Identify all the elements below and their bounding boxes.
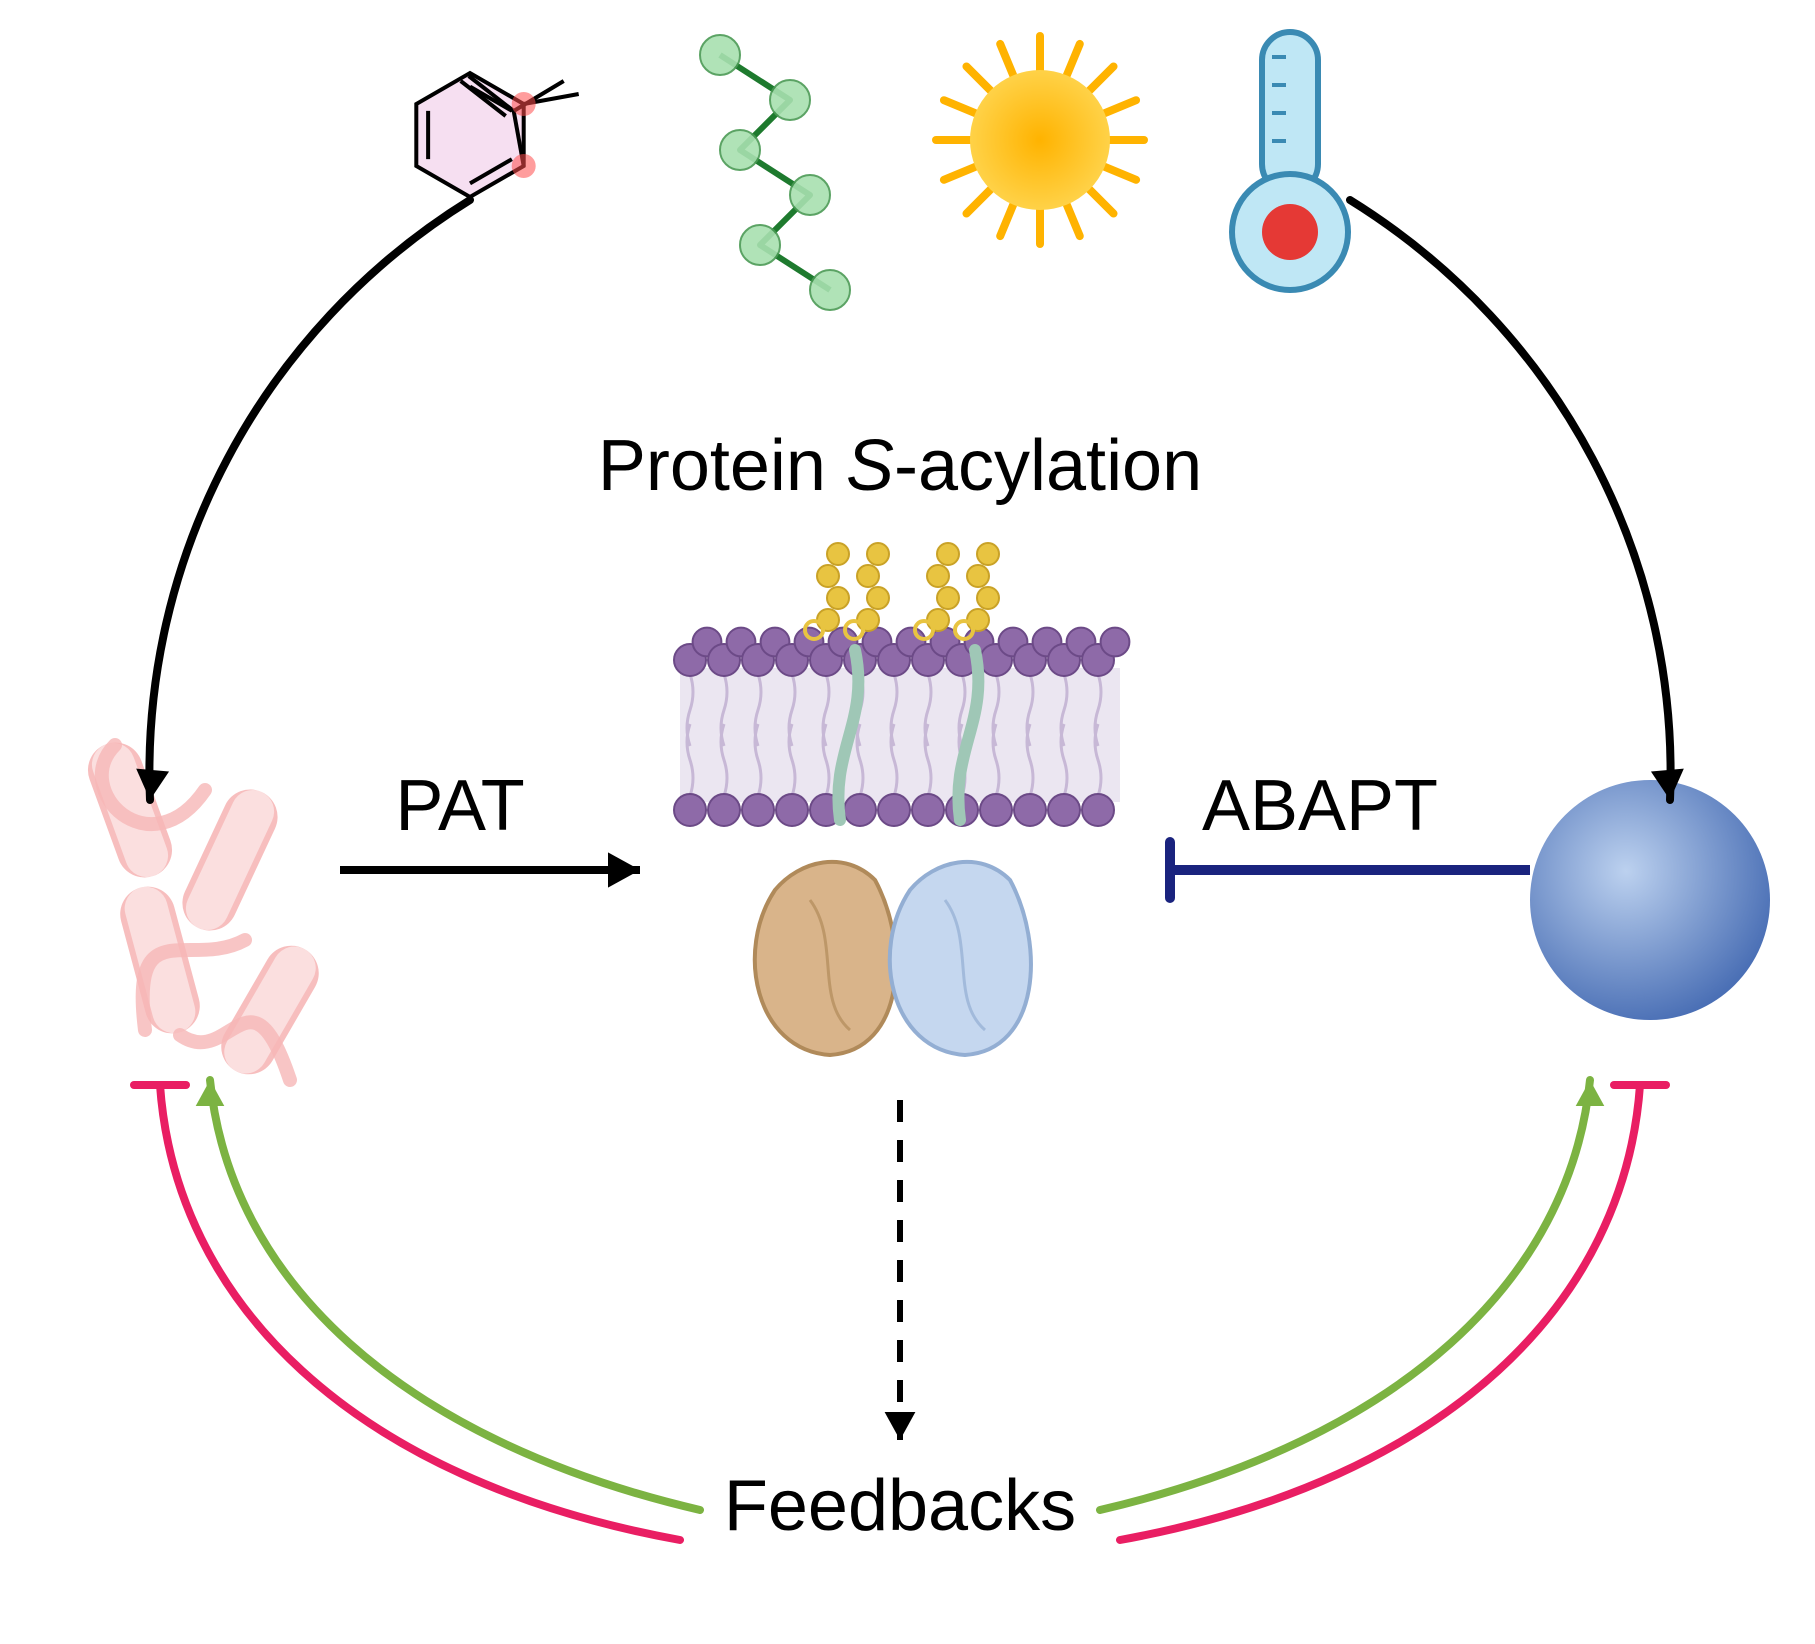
- sun-icon: [936, 36, 1144, 244]
- thermometer-icon: [1232, 32, 1348, 290]
- abapt-label: ABAPT: [1202, 766, 1438, 846]
- feedback-inhibit-right-pink: [1120, 1085, 1640, 1540]
- pat-enzyme-icon: [80, 735, 329, 1085]
- benzene-icon: [416, 73, 578, 197]
- diagram-title: Protein S-acylation: [598, 426, 1202, 506]
- signal-arrow: [1350, 200, 1671, 800]
- feedbacks-label: Feedbacks: [724, 1466, 1076, 1546]
- membrane-diagram: [674, 543, 1129, 1055]
- chain-icon: [700, 35, 850, 310]
- feedback-activate-left-green: [210, 1080, 700, 1510]
- feedback-inhibit-left-pink: [160, 1085, 680, 1540]
- signal-arrow: [149, 200, 470, 800]
- feedback-activate-right-green: [1100, 1080, 1590, 1510]
- pat-label: PAT: [395, 766, 524, 846]
- abapt-enzyme-icon: [1530, 780, 1770, 1020]
